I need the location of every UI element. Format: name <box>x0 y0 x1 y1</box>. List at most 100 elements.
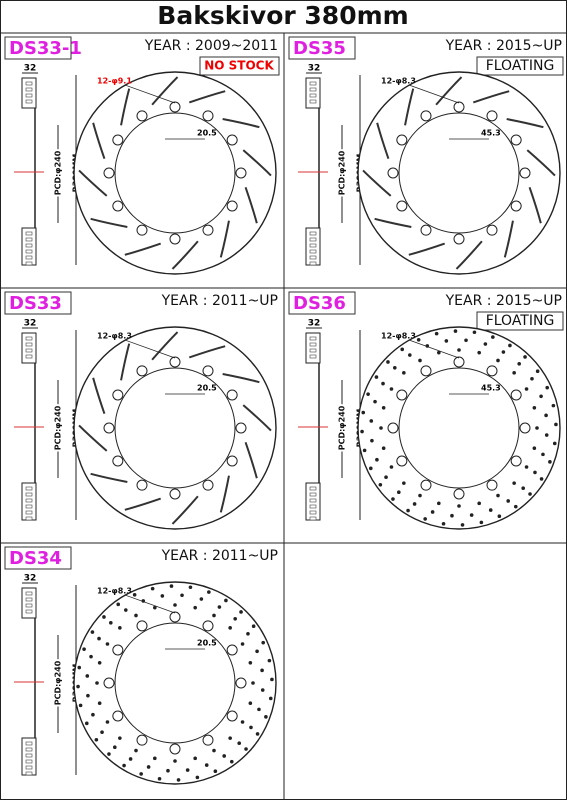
drill-hole <box>408 353 412 357</box>
slot <box>374 217 412 228</box>
drill-hole <box>224 598 228 603</box>
bolt-hole <box>510 200 522 212</box>
drill-hole <box>369 419 374 423</box>
drill-hole <box>134 613 138 618</box>
badge-box <box>476 56 564 76</box>
drill-hole <box>240 642 245 646</box>
slot <box>528 186 542 224</box>
drill-hole <box>255 732 260 736</box>
drill-hole <box>418 358 422 363</box>
bolt-hole <box>519 422 531 434</box>
slot <box>506 118 544 129</box>
vent <box>309 516 317 521</box>
drill-hole <box>530 377 534 381</box>
drill-hole <box>391 497 395 501</box>
holes: 12-φ8.3 <box>381 77 416 86</box>
thickness: 32 <box>24 319 37 329</box>
bolt-hole <box>387 167 399 179</box>
vent <box>25 747 33 752</box>
drill-hole <box>204 763 209 767</box>
drill-hole <box>176 778 181 782</box>
drill-hole <box>508 343 512 348</box>
bolt-hole <box>103 167 115 179</box>
drill-hole <box>416 337 421 342</box>
drill-hole <box>122 763 126 768</box>
drill-hole <box>533 470 537 475</box>
drill-hole <box>118 736 122 740</box>
bolt-hole <box>169 101 181 113</box>
drill-hole <box>173 603 177 607</box>
drill-hole <box>460 523 465 527</box>
badge: NO STOCK <box>204 59 274 73</box>
drill-hole <box>393 366 397 370</box>
drill-hole <box>375 457 379 462</box>
drill-hole <box>453 329 458 333</box>
drill-hole <box>261 640 266 645</box>
drill-hole <box>437 501 441 506</box>
slot <box>362 169 392 197</box>
vent <box>309 93 317 98</box>
slot <box>242 404 272 432</box>
bolt-hole <box>453 101 465 113</box>
code-box <box>288 36 356 60</box>
leader <box>408 84 460 104</box>
drill-hole <box>228 736 232 740</box>
drill-hole <box>548 460 552 464</box>
drill-hole <box>389 387 394 391</box>
slot <box>222 118 260 129</box>
drill-hole <box>100 730 104 734</box>
pcd: PCD:φ240 <box>54 405 63 450</box>
drill-hole <box>361 410 366 415</box>
bolt-hole <box>510 389 522 401</box>
drill-hole <box>524 465 529 469</box>
vent <box>309 504 317 509</box>
bolt-hole <box>235 677 247 689</box>
drill-hole <box>128 757 133 761</box>
vent <box>25 504 33 509</box>
vent <box>25 603 33 608</box>
drill-hole <box>116 602 121 607</box>
drill-hole <box>370 438 374 443</box>
drill-hole <box>501 350 506 354</box>
bolt-hole <box>396 389 408 401</box>
disc-inner <box>398 112 520 234</box>
vent <box>25 87 33 92</box>
bolt-hole <box>510 134 522 146</box>
vent <box>25 243 33 248</box>
profile-pad <box>21 77 37 109</box>
drill-hole <box>257 707 261 712</box>
vent <box>309 243 317 248</box>
slot <box>526 149 556 177</box>
vent <box>25 231 33 236</box>
drill-hole <box>249 725 253 730</box>
slot <box>188 90 226 104</box>
drill-hole <box>185 768 190 772</box>
drill-hole <box>551 403 556 408</box>
drill-hole <box>402 481 406 485</box>
pcd: PCD:φ240 <box>338 405 347 450</box>
vent <box>309 342 317 347</box>
drill-hole <box>374 375 379 379</box>
drill-hole <box>188 585 193 590</box>
drill-hole <box>89 654 93 659</box>
drill-hole <box>139 772 143 776</box>
drill-hole <box>397 490 401 494</box>
bolt-hole <box>136 224 148 236</box>
drill-hole <box>90 630 95 634</box>
product-code: DS36 <box>293 293 346 314</box>
drill-hole <box>237 741 241 745</box>
drill-hole <box>134 748 138 753</box>
bolt-hole <box>202 479 214 491</box>
slot <box>455 240 483 270</box>
badge: FLOATING <box>486 313 555 329</box>
bolt-hole <box>226 710 238 722</box>
slot <box>90 472 128 483</box>
drill-hole <box>496 358 500 363</box>
vent <box>25 348 33 353</box>
drill-hole <box>506 499 510 503</box>
year: YEAR : 2015~UP <box>445 293 562 309</box>
vent <box>25 765 33 770</box>
vent <box>25 759 33 764</box>
drill-hole <box>539 477 544 481</box>
code-box <box>4 546 72 570</box>
